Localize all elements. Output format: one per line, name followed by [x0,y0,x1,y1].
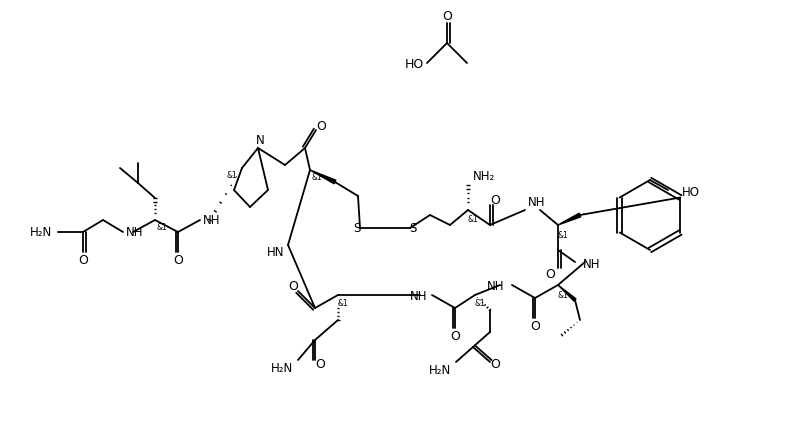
Polygon shape [310,170,336,184]
Text: N: N [256,134,264,148]
Text: H₂N: H₂N [30,225,52,239]
Text: H₂N: H₂N [429,363,451,377]
Text: &1: &1 [312,174,322,183]
Text: O: O [490,194,500,207]
Text: O: O [530,320,540,332]
Text: O: O [442,9,452,23]
Text: O: O [316,119,326,133]
Text: O: O [173,254,183,267]
Text: &1: &1 [468,216,478,225]
Text: O: O [315,358,325,371]
Text: H₂N: H₂N [271,362,293,374]
Text: &1: &1 [338,298,348,308]
Text: &1: &1 [227,171,237,180]
Text: S: S [409,222,417,236]
Text: NH: NH [583,258,601,271]
Text: NH: NH [409,290,427,304]
Text: NH: NH [486,281,504,293]
Text: &1: &1 [557,290,569,300]
Text: NH₂: NH₂ [473,171,495,183]
Text: O: O [78,254,88,267]
Text: O: O [545,267,555,281]
Text: HO: HO [405,58,424,72]
Text: NH: NH [126,225,143,239]
Text: &1: &1 [557,230,569,240]
Text: NH: NH [203,213,220,226]
Polygon shape [558,213,581,225]
Text: HO: HO [682,186,700,198]
Text: O: O [288,279,298,293]
Polygon shape [558,285,576,301]
Text: O: O [490,358,500,370]
Text: &1: &1 [157,224,167,232]
Text: &1: &1 [475,298,485,308]
Text: NH: NH [528,197,545,210]
Text: HN: HN [267,247,284,259]
Text: O: O [450,329,460,343]
Text: S: S [353,222,360,236]
